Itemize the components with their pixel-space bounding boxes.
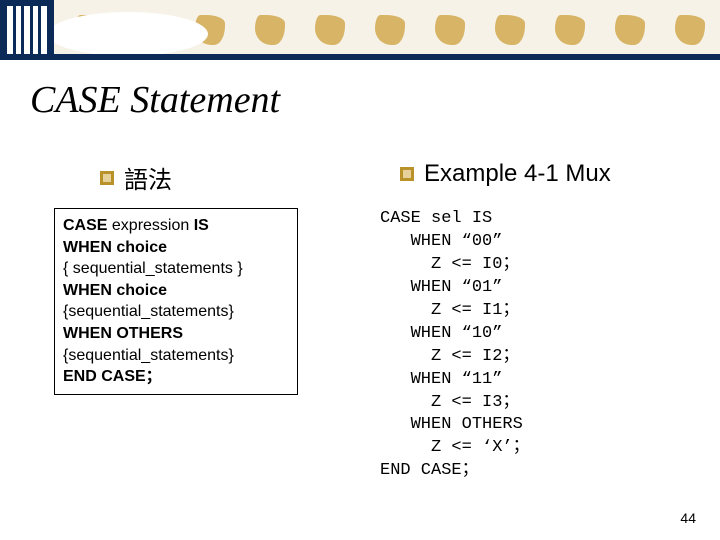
page-number: 44 [680,510,696,526]
bullet-syntax-label: 語法 [124,160,172,195]
code-example: CASE sel IS WHEN “00” Z <= I0； WHEN “01”… [380,208,530,483]
code-line: Z <= I0； [380,255,519,274]
syntax-box: CASE expression IS WHEN choice { sequent… [54,208,298,395]
header-band [0,0,720,60]
syntax-line: CASE expression IS [63,215,289,237]
bullet-icon [100,171,114,185]
code-line: Z <= I2； [380,347,519,366]
header-separator [0,54,720,60]
code-line: Z <= I1； [380,301,519,320]
syntax-line: END CASE； [63,366,289,388]
syntax-line: WHEN choice [63,237,289,259]
bullet-example: Example 4-1 Mux [400,160,611,188]
slide-title: CASE Statement [30,78,280,122]
header-swoosh [48,12,208,56]
code-line: WHEN “11” [380,370,502,389]
code-line: WHEN “10” [380,324,502,343]
bullet-syntax: 語法 [100,160,172,195]
syntax-line: WHEN choice [63,280,289,302]
syntax-line: { sequential_statements } [63,258,289,280]
code-line: WHEN OTHERS [380,415,523,434]
code-line: Z <= I3； [380,393,519,412]
code-line: CASE sel IS [380,209,492,228]
code-line: Z <= ‘X’； [380,438,530,457]
bullet-example-label: Example 4-1 Mux [424,160,611,188]
institution-logo [0,0,54,54]
code-line: END CASE； [380,461,479,480]
code-line: WHEN “00” [380,232,502,251]
bullet-icon [400,167,414,181]
code-line: WHEN “01” [380,278,502,297]
syntax-line: WHEN OTHERS [63,323,289,345]
syntax-line: {sequential_statements} [63,345,289,367]
syntax-line: {sequential_statements} [63,301,289,323]
